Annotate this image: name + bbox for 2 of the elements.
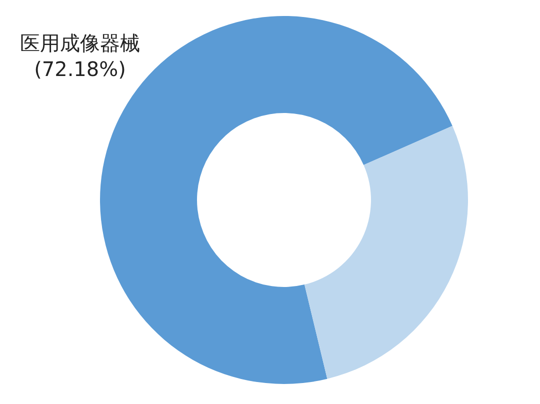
data-label: (72.18%) [34,57,126,81]
slice-label: 医用成像器械 [20,31,140,55]
